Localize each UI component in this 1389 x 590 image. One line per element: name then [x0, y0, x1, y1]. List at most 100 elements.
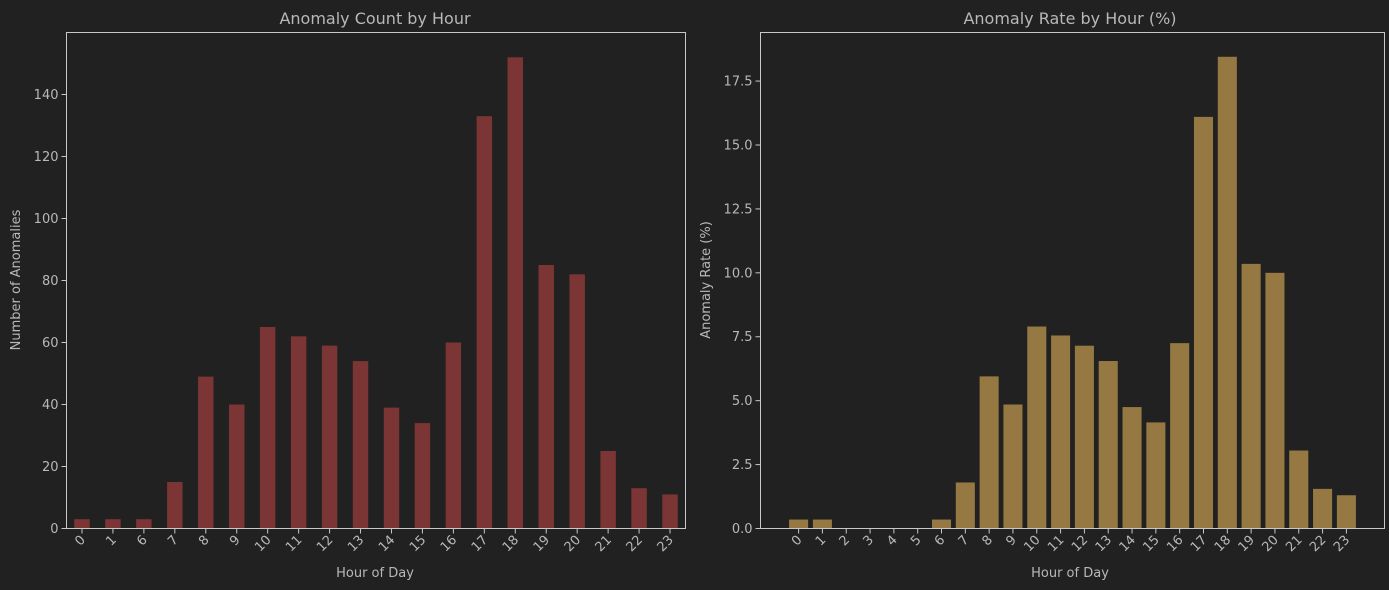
bar-18: [1217, 56, 1237, 529]
x-tick-label: 7: [956, 533, 972, 549]
y-axis-label: Anomaly Rate (%): [699, 221, 714, 339]
bar-18: [507, 57, 524, 529]
x-tick-label: 20: [1259, 533, 1281, 555]
x-tick-label: 9: [1003, 533, 1019, 549]
y-tick-label: 5.0: [732, 394, 753, 409]
anomaly-count-chart: Anomaly Count by Hour Hour of Day Number…: [9, 9, 686, 581]
y-tick-label: 10.0: [724, 266, 753, 281]
x-tick-label: 17: [1188, 533, 1210, 555]
x-tick-label: 1: [813, 533, 829, 549]
y-tick-label: 20: [42, 460, 59, 475]
y-tick-label: 2.5: [732, 458, 753, 473]
x-tick-label: 15: [407, 533, 429, 555]
bar-8: [198, 376, 214, 529]
x-tick-label: 3: [860, 533, 876, 549]
x-tick-label: 18: [1212, 533, 1234, 555]
x-tick-label: 19: [531, 533, 553, 555]
plot-frame: [66, 32, 686, 529]
x-axis-label: Hour of Day: [1031, 566, 1109, 581]
x-tick-label: 5: [908, 533, 924, 549]
bar-22: [1313, 488, 1333, 529]
x-tick-label: 21: [1283, 533, 1305, 555]
bar-21: [600, 451, 616, 529]
bar-6: [931, 519, 952, 529]
bar-15: [414, 423, 431, 529]
bar-14: [1122, 407, 1142, 529]
x-tick-label: 19: [1236, 533, 1258, 555]
x-tick-label: 0: [789, 533, 805, 549]
x-tick-label: 9: [227, 533, 243, 549]
x-tick-label: 16: [438, 533, 460, 555]
bar-0: [789, 519, 809, 529]
bar-13: [1098, 361, 1118, 529]
chart-title: Anomaly Count by Hour: [279, 9, 471, 28]
bar-16: [445, 342, 462, 529]
bar-0: [74, 519, 90, 529]
x-tick-label: 10: [252, 533, 274, 555]
x-tick-label: 16: [1164, 533, 1186, 555]
chart-title: Anomaly Rate by Hour (%): [963, 9, 1176, 28]
bar-10: [259, 327, 276, 529]
bar-21: [1289, 450, 1309, 529]
bar-23: [662, 494, 678, 529]
bar-12: [1074, 345, 1094, 529]
x-tick-label: 8: [196, 533, 212, 549]
y-tick-label: 0: [50, 522, 58, 537]
x-tick-label: 0: [72, 533, 88, 549]
x-tick-label: 11: [1045, 533, 1067, 555]
plot-frame: [760, 32, 1385, 529]
bar-14: [383, 407, 400, 529]
x-tick-label: 15: [1140, 533, 1162, 555]
x-tick-label: 13: [1093, 533, 1115, 555]
bar-9: [228, 404, 245, 529]
bar-17: [476, 116, 493, 529]
bar-16: [1170, 343, 1190, 529]
y-tick-label: 12.5: [724, 202, 753, 217]
bar-19: [538, 265, 554, 529]
x-tick-label: 10: [1021, 533, 1043, 555]
bar-11: [290, 336, 307, 529]
x-tick-label: 14: [1117, 533, 1139, 555]
x-tick-label: 12: [1069, 533, 1091, 555]
y-tick-label: 40: [42, 398, 59, 413]
bar-20: [1265, 272, 1285, 529]
y-tick-label: 0.0: [732, 522, 753, 537]
x-tick-label: 23: [655, 533, 677, 555]
x-tick-label: 22: [1307, 533, 1329, 555]
bar-17: [1193, 116, 1214, 529]
x-tick-label: 22: [624, 533, 646, 555]
bar-20: [569, 274, 585, 529]
bar-13: [352, 361, 369, 529]
bar-22: [631, 488, 647, 529]
x-tick-label: 23: [1331, 533, 1353, 555]
anomaly-rate-chart: Anomaly Rate by Hour (%) Hour of Day Ano…: [699, 9, 1385, 581]
bar-23: [1336, 495, 1356, 529]
x-tick-label: 11: [283, 533, 305, 555]
bar-11: [1051, 335, 1071, 529]
x-tick-label: 21: [593, 533, 615, 555]
x-tick-label: 13: [345, 533, 367, 555]
bar-15: [1146, 422, 1166, 529]
y-tick-label: 120: [34, 150, 59, 165]
x-tick-label: 2: [837, 533, 853, 549]
bar-6: [136, 519, 152, 529]
y-tick-label: 100: [34, 212, 59, 227]
y-axis-label: Number of Anomalies: [9, 209, 24, 350]
bar-7: [955, 482, 975, 529]
bar-1: [812, 519, 832, 529]
x-tick-label: 1: [103, 533, 119, 549]
x-tick-label: 12: [314, 533, 336, 555]
bar-7: [167, 482, 183, 529]
x-tick-label: 7: [165, 533, 181, 549]
bar-1: [105, 519, 121, 529]
bar-19: [1241, 263, 1261, 529]
x-tick-label: 6: [932, 533, 948, 549]
y-tick-label: 7.5: [732, 330, 753, 345]
y-tick-label: 15.0: [724, 138, 753, 153]
bar-8: [979, 376, 999, 529]
y-tick-label: 17.5: [724, 75, 753, 90]
x-tick-label: 14: [376, 533, 398, 555]
x-tick-label: 17: [469, 533, 491, 555]
bar-9: [1003, 404, 1023, 529]
